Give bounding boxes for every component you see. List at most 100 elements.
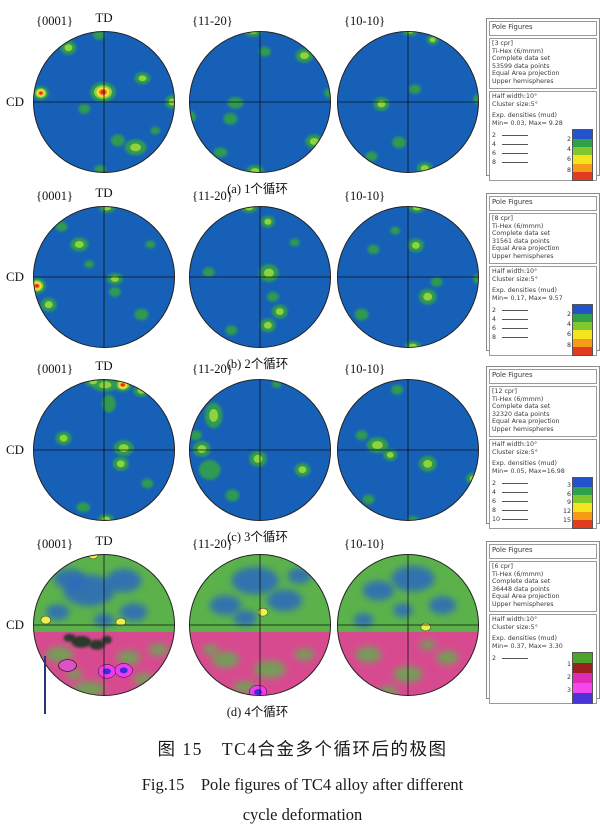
legend-info-line: 31561 data points bbox=[492, 237, 550, 245]
colorbar-segment bbox=[573, 673, 592, 684]
pole-label-1010: {10-10} bbox=[344, 189, 386, 203]
colorbar-segment bbox=[573, 330, 592, 339]
colorbar-label: 2 bbox=[566, 135, 571, 143]
axis-label-cd: CD bbox=[6, 442, 25, 457]
figure-caption-en-line2: cycle deformation bbox=[242, 805, 363, 824]
pole-figure-1010 bbox=[336, 378, 480, 522]
legend-densities: Exp. densities (mud) bbox=[492, 460, 558, 468]
legend-half-width: Half width:10° bbox=[492, 441, 538, 448]
colorbar-segment bbox=[573, 693, 592, 704]
colorbar-segment bbox=[573, 663, 592, 674]
colorbar-segment bbox=[573, 519, 592, 529]
pole-figure-1120 bbox=[188, 205, 332, 349]
legend-panel: Pole Figures [8 cpr] Ti-Hex (6/mmm) Comple… bbox=[486, 193, 600, 357]
contour-level: 8 bbox=[492, 506, 560, 515]
legend-info-line: [3 cpr] bbox=[492, 40, 513, 47]
legend-half-width: Half width:10° bbox=[492, 93, 538, 100]
contour-level: 2 bbox=[492, 479, 560, 488]
legend-info-line: Upper hemispheres bbox=[492, 252, 554, 260]
contour-level-list: 2 4 6 8 10 bbox=[492, 477, 560, 529]
pole-figure-1010 bbox=[336, 30, 480, 174]
row-caption-d: (d) 4个循环 bbox=[226, 705, 289, 719]
axis-label-td: TD bbox=[95, 533, 113, 548]
colorbar-segment bbox=[573, 683, 592, 694]
legend-title: Pole Figures bbox=[489, 369, 597, 384]
colorbar-segment bbox=[573, 146, 592, 156]
legend-half-width: Half width:10° bbox=[492, 268, 538, 275]
legend-info-line: Equal Area projection bbox=[492, 245, 560, 253]
axis-label-cd: CD bbox=[6, 94, 25, 109]
legend-densities: Exp. densities (mud) bbox=[492, 112, 558, 120]
legend-half-width: Half width:10° bbox=[492, 616, 538, 623]
colorbar-segment bbox=[573, 321, 592, 331]
legend-info-line: Equal Area projection bbox=[492, 593, 560, 601]
colorbar-label: 6 bbox=[566, 331, 571, 339]
legend-info-line: Complete data set bbox=[492, 230, 551, 238]
legend-settings: Half width:10° Cluster size:5° Exp. dens… bbox=[489, 439, 597, 530]
legend-minmax: Min= 0.03, Max= 9.28 bbox=[492, 119, 563, 127]
pole-label-0001: {0001} bbox=[36, 14, 73, 28]
pole-label-0001: {0001} bbox=[36, 362, 73, 376]
legend-title: Pole Figures bbox=[489, 196, 597, 211]
legend-cluster-size: Cluster size:5° bbox=[492, 623, 538, 631]
legend-info-line: Equal Area projection bbox=[492, 418, 560, 426]
contour-level: 2 bbox=[492, 654, 560, 663]
axis-label-td: TD bbox=[95, 10, 113, 25]
colorbar-segment bbox=[573, 313, 592, 322]
legend-info-line: Ti-Hex (6/mmm) bbox=[492, 222, 544, 230]
colorbar-label: 3 bbox=[566, 687, 571, 695]
colorbar-segment bbox=[573, 338, 592, 347]
pole-figure-0001 bbox=[32, 553, 176, 697]
legend-info-line: [12 cpr] bbox=[492, 388, 517, 395]
row-caption-b: (b) 2个循环 bbox=[226, 357, 289, 371]
row-caption-c: (c) 3个循环 bbox=[227, 530, 288, 544]
contour-level: 4 bbox=[492, 140, 560, 149]
legend-minmax: Min= 0.17, Max= 9.57 bbox=[492, 294, 563, 302]
contour-level: 10 bbox=[492, 515, 560, 524]
legend-info-line: 32320 data points bbox=[492, 410, 550, 418]
colorbar-segment bbox=[573, 503, 592, 512]
pole-figure-1010 bbox=[336, 553, 480, 697]
pole-label-1120: {11-20} bbox=[192, 14, 233, 28]
legend-cluster-size: Cluster size:5° bbox=[492, 100, 538, 108]
colorbar-segment bbox=[573, 171, 592, 181]
figure-caption-zh: 图 15 TC4合金多个循环后的极图 bbox=[157, 739, 448, 759]
pole-figure-0001 bbox=[32, 205, 176, 349]
colorbar-wrap: 2 4 6 8 bbox=[560, 129, 594, 182]
colorbar-label: 4 bbox=[566, 321, 571, 329]
colorbar-label: 3 bbox=[566, 482, 571, 490]
legend-title: Pole Figures bbox=[489, 544, 597, 559]
legend-densities: Exp. densities (mud) bbox=[492, 287, 558, 295]
pole-label-1010: {10-10} bbox=[344, 537, 386, 551]
contour-level: 6 bbox=[492, 149, 560, 158]
pole-figure-1120 bbox=[188, 378, 332, 522]
colorbar bbox=[572, 304, 593, 357]
colorbar-label: 2 bbox=[566, 674, 571, 682]
pole-figure-1120 bbox=[188, 553, 332, 697]
pole-figure-row-c: {0001} TD CD {11-20} {10-10} Pole Figure… bbox=[0, 358, 605, 544]
legend-panel: Pole Figures [3 cpr] Ti-Hex (6/mmm) Comple… bbox=[486, 18, 600, 182]
legend-settings: Half width:10° Cluster size:5° Exp. dens… bbox=[489, 614, 597, 705]
legend-info-line: Ti-Hex (6/mmm) bbox=[492, 47, 544, 55]
contour-level-list: 2 bbox=[492, 652, 560, 704]
colorbar-wrap: 1 2 3 bbox=[560, 652, 594, 705]
contour-level: 2 bbox=[492, 306, 560, 315]
legend-info: [3 cpr] Ti-Hex (6/mmm) Complete data set 53… bbox=[489, 38, 597, 89]
colorbar-label: 6 bbox=[566, 156, 571, 164]
colorbar-segment bbox=[573, 478, 592, 487]
figure-caption-en-line1: Fig.15 Pole figures of TC4 alloy after d… bbox=[141, 775, 464, 794]
colorbar-label: 4 bbox=[566, 146, 571, 154]
legend-info-line: Upper hemispheres bbox=[492, 600, 554, 608]
legend-info-line: [8 cpr] bbox=[492, 215, 513, 222]
pole-label-1120: {11-20} bbox=[192, 189, 233, 203]
contour-level: 8 bbox=[492, 158, 560, 167]
contour-level: 6 bbox=[492, 497, 560, 506]
legend-info-line: 36448 data points bbox=[492, 585, 550, 593]
legend-cluster-size: Cluster size:5° bbox=[492, 448, 538, 456]
legend-info-line: Equal Area projection bbox=[492, 70, 560, 78]
pole-figure-row-b: {0001} TD CD {11-20} {10-10} Pole Figure… bbox=[0, 185, 605, 371]
colorbar-wrap: 3 6 9 12 15 bbox=[560, 477, 594, 530]
colorbar-segment bbox=[573, 305, 592, 314]
colorbar bbox=[572, 477, 593, 530]
